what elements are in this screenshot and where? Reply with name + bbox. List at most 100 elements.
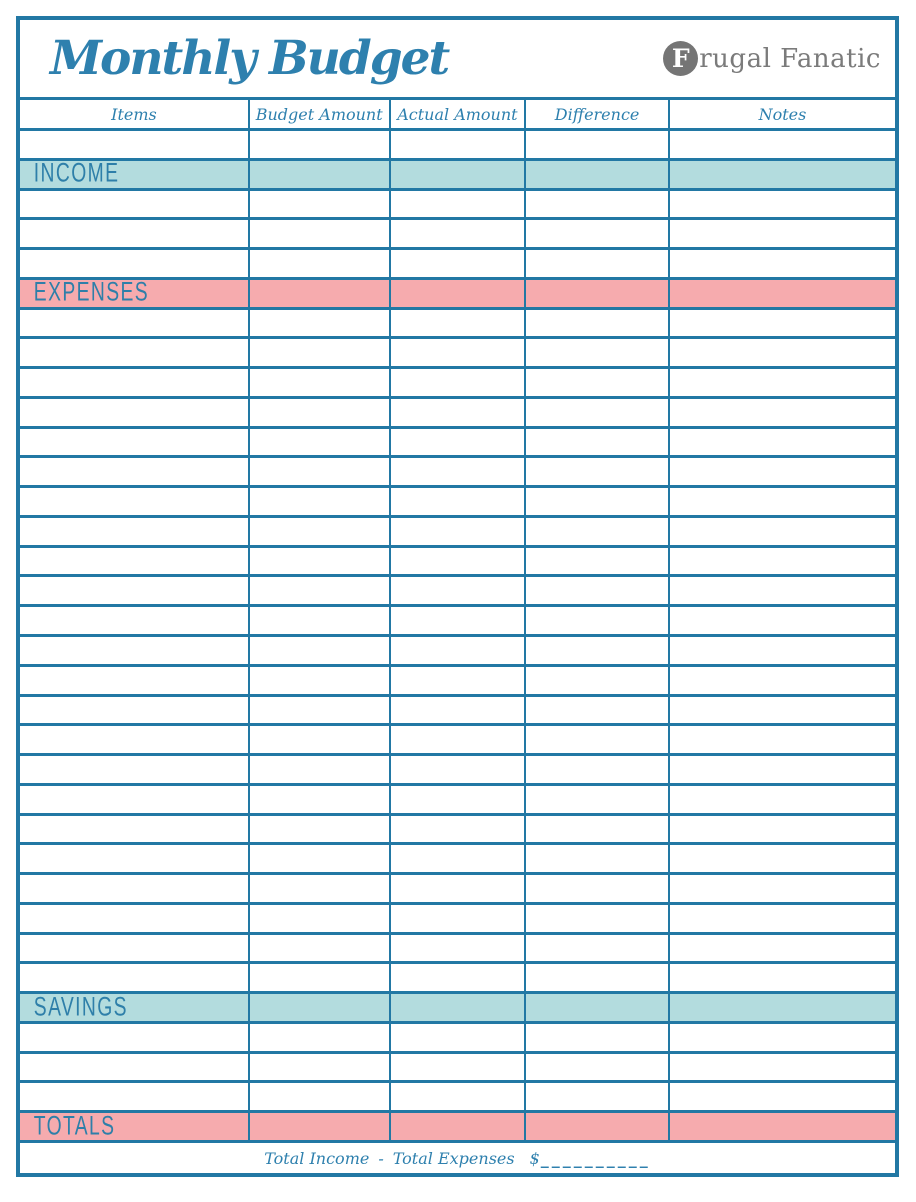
entry-cell[interactable]: [670, 697, 895, 724]
entry-cell[interactable]: [526, 250, 670, 277]
entry-cell[interactable]: [670, 905, 895, 932]
entry-cell[interactable]: [391, 934, 527, 962]
entry-cell[interactable]: [391, 131, 527, 158]
entry-cell[interactable]: [670, 577, 895, 604]
entry-cell[interactable]: [670, 726, 895, 753]
entry-cell[interactable]: [526, 815, 670, 843]
entry-cell[interactable]: [20, 517, 250, 545]
entry-cell[interactable]: [526, 1023, 670, 1051]
entry-cell[interactable]: [391, 726, 527, 754]
entry-cell[interactable]: [391, 785, 527, 813]
entry-cell[interactable]: [250, 428, 391, 456]
entry-cell[interactable]: [526, 875, 670, 902]
entry-cell[interactable]: [20, 845, 250, 873]
entry-cell[interactable]: [391, 250, 527, 277]
entry-cell[interactable]: [526, 1053, 670, 1081]
entry-cell[interactable]: [391, 458, 527, 486]
entry-cell[interactable]: [670, 875, 895, 902]
entry-cell[interactable]: [670, 964, 895, 991]
entry-cell[interactable]: [250, 250, 391, 277]
entry-cell[interactable]: [250, 875, 391, 902]
entry-cell[interactable]: [391, 488, 527, 515]
entry-cell[interactable]: [20, 131, 250, 158]
entry-cell[interactable]: [526, 756, 670, 783]
entry-cell[interactable]: [391, 815, 527, 843]
entry-cell[interactable]: [526, 785, 670, 813]
entry-cell[interactable]: [250, 577, 391, 605]
entry-cell[interactable]: [391, 1083, 527, 1111]
entry-cell[interactable]: [250, 131, 391, 158]
entry-cell[interactable]: [250, 398, 391, 426]
entry-cell[interactable]: [526, 190, 670, 218]
entry-cell[interactable]: [391, 220, 527, 248]
entry-cell[interactable]: [670, 131, 895, 158]
entry-cell[interactable]: [250, 785, 391, 813]
entry-cell[interactable]: [20, 607, 250, 634]
entry-cell[interactable]: [670, 310, 895, 337]
entry-cell[interactable]: [250, 220, 391, 248]
entry-cell[interactable]: [391, 547, 527, 575]
entry-cell[interactable]: [391, 607, 527, 634]
entry-cell[interactable]: [670, 250, 895, 277]
entry-cell[interactable]: [20, 398, 250, 426]
entry-cell[interactable]: [391, 666, 527, 694]
entry-cell[interactable]: [250, 904, 391, 932]
entry-cell[interactable]: [526, 845, 670, 873]
entry-cell[interactable]: [670, 429, 895, 456]
entry-cell[interactable]: [526, 1083, 670, 1111]
entry-cell[interactable]: [670, 1054, 895, 1081]
entry-cell[interactable]: [250, 1083, 391, 1111]
entry-cell[interactable]: [20, 547, 250, 575]
entry-cell[interactable]: [670, 1024, 895, 1051]
entry-cell[interactable]: [20, 726, 250, 754]
entry-cell[interactable]: [250, 845, 391, 873]
entry-cell[interactable]: [670, 607, 895, 634]
entry-cell[interactable]: [250, 964, 391, 992]
entry-cell[interactable]: [391, 1023, 527, 1051]
entry-cell[interactable]: [670, 220, 895, 247]
entry-cell[interactable]: [20, 1023, 250, 1051]
entry-cell[interactable]: [20, 666, 250, 694]
entry-cell[interactable]: [526, 517, 670, 545]
entry-cell[interactable]: [250, 815, 391, 843]
entry-cell[interactable]: [20, 488, 250, 515]
entry-cell[interactable]: [391, 428, 527, 456]
entry-cell[interactable]: [526, 309, 670, 337]
entry-cell[interactable]: [250, 666, 391, 694]
entry-cell[interactable]: [250, 339, 391, 367]
entry-cell[interactable]: [20, 1053, 250, 1081]
entry-cell[interactable]: [670, 548, 895, 575]
entry-cell[interactable]: [526, 904, 670, 932]
entry-cell[interactable]: [526, 428, 670, 456]
entry-cell[interactable]: [391, 875, 527, 902]
entry-cell[interactable]: [20, 220, 250, 248]
entry-cell[interactable]: [20, 250, 250, 277]
entry-cell[interactable]: [20, 369, 250, 396]
entry-cell[interactable]: [20, 934, 250, 962]
entry-cell[interactable]: [20, 785, 250, 813]
entry-cell[interactable]: [20, 875, 250, 902]
entry-cell[interactable]: [391, 577, 527, 605]
entry-cell[interactable]: [391, 696, 527, 724]
entry-cell[interactable]: [20, 636, 250, 664]
entry-cell[interactable]: [20, 458, 250, 486]
entry-cell[interactable]: [20, 756, 250, 783]
entry-cell[interactable]: [526, 339, 670, 367]
entry-cell[interactable]: [391, 369, 527, 396]
entry-cell[interactable]: [670, 488, 895, 515]
entry-cell[interactable]: [391, 339, 527, 367]
entry-cell[interactable]: [670, 637, 895, 664]
entry-cell[interactable]: [20, 696, 250, 724]
entry-cell[interactable]: [20, 190, 250, 218]
entry-cell[interactable]: [526, 666, 670, 694]
entry-cell[interactable]: [670, 667, 895, 694]
entry-cell[interactable]: [526, 934, 670, 962]
entry-cell[interactable]: [250, 369, 391, 396]
entry-cell[interactable]: [20, 577, 250, 605]
entry-cell[interactable]: [20, 309, 250, 337]
entry-cell[interactable]: [250, 726, 391, 754]
entry-cell[interactable]: [670, 458, 895, 485]
entry-cell[interactable]: [250, 190, 391, 218]
entry-cell[interactable]: [670, 786, 895, 813]
entry-cell[interactable]: [670, 518, 895, 545]
